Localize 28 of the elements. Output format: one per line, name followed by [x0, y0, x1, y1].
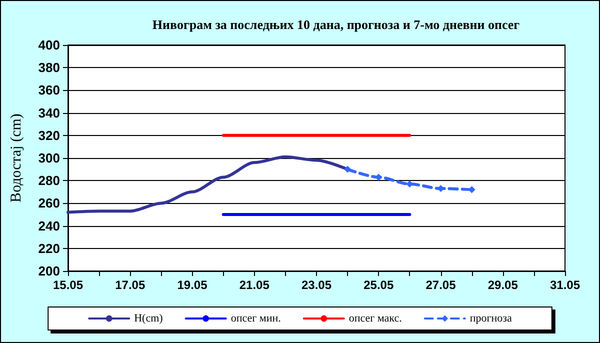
y-axis-title: Водостај (cm): [8, 114, 24, 202]
chart-title: Нивограм за последњих 10 дана, прогноза и 7-мо дневни опсег: [152, 17, 520, 32]
y-tick-label: 340: [38, 105, 60, 120]
y-tick-label: 360: [38, 82, 60, 98]
y-tick-label: 320: [38, 128, 60, 143]
legend-label: опсег мин.: [230, 312, 282, 324]
x-tick-label: 23.05: [301, 278, 332, 292]
legend-label: опсег макс.: [348, 312, 402, 324]
legend-label: прогноза: [470, 312, 512, 324]
y-tick-label: 380: [38, 60, 60, 76]
y-tick-label: 280: [38, 173, 60, 188]
x-tick-label: 25.05: [364, 278, 394, 292]
y-tick-label: 220: [38, 240, 60, 256]
point: [344, 166, 352, 173]
x-tick-label: 21.05: [239, 278, 270, 292]
x-tick-label: 27.05: [426, 278, 456, 292]
x-tick-label: 29.05: [488, 278, 518, 292]
y-tick-label: 300: [38, 150, 60, 166]
x-tick-label: 15.05: [52, 278, 84, 292]
x-tick-label: 19.05: [177, 278, 208, 292]
y-tick-label: 400: [38, 38, 60, 52]
x-tick-label: 17.05: [115, 278, 146, 292]
y-tick-label: 200: [38, 264, 60, 278]
legend-label: H(cm): [134, 312, 164, 324]
x-tick-label: 31.05: [550, 278, 580, 292]
y-tick-label: 240: [38, 218, 60, 234]
point: [375, 174, 382, 181]
y-tick-label: 260: [38, 196, 60, 211]
